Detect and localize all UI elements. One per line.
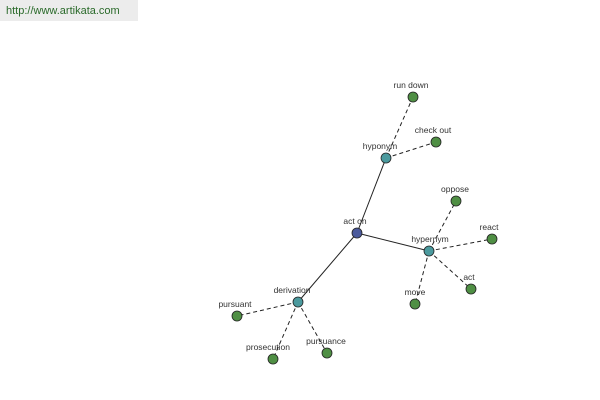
node-label[interactable]: move (405, 287, 426, 297)
node[interactable] (321, 347, 333, 359)
edge (428, 238, 493, 252)
labels: act on hyponym hypernym derivation run d… (218, 80, 499, 352)
node[interactable] (231, 310, 243, 322)
node-label[interactable]: act (463, 272, 475, 282)
node[interactable] (430, 136, 442, 148)
node-label[interactable]: pursuance (306, 336, 346, 346)
node[interactable] (465, 283, 477, 295)
node[interactable] (267, 353, 279, 365)
edge (428, 200, 457, 252)
edge (272, 301, 299, 360)
edge (356, 157, 387, 234)
node-label[interactable]: react (480, 222, 500, 232)
edge (236, 301, 299, 317)
node[interactable] (486, 233, 498, 245)
edge (356, 232, 430, 252)
node[interactable] (407, 91, 419, 103)
node-label[interactable]: pursuant (218, 299, 252, 309)
node-label[interactable]: run down (394, 80, 429, 90)
edge (428, 250, 472, 290)
nodes (231, 91, 498, 365)
edges (236, 96, 493, 360)
node[interactable] (450, 195, 462, 207)
node-label[interactable]: oppose (441, 184, 469, 194)
node-label[interactable]: prosecution (246, 342, 290, 352)
node[interactable] (409, 298, 421, 310)
node-label[interactable]: act on (343, 216, 366, 226)
edge (414, 250, 430, 305)
node-label[interactable]: check out (415, 125, 452, 135)
node[interactable] (292, 296, 304, 308)
node[interactable] (423, 245, 435, 257)
edge (385, 141, 437, 159)
edge (297, 232, 358, 303)
header-box (0, 0, 138, 21)
edge (297, 301, 328, 354)
node[interactable] (380, 152, 392, 164)
node-label[interactable]: hyponym (363, 141, 398, 151)
node-label[interactable]: derivation (274, 285, 311, 295)
node-label[interactable]: hypernym (411, 234, 448, 244)
header-url[interactable]: http://www.artikata.com (6, 5, 120, 17)
node[interactable] (351, 227, 363, 239)
